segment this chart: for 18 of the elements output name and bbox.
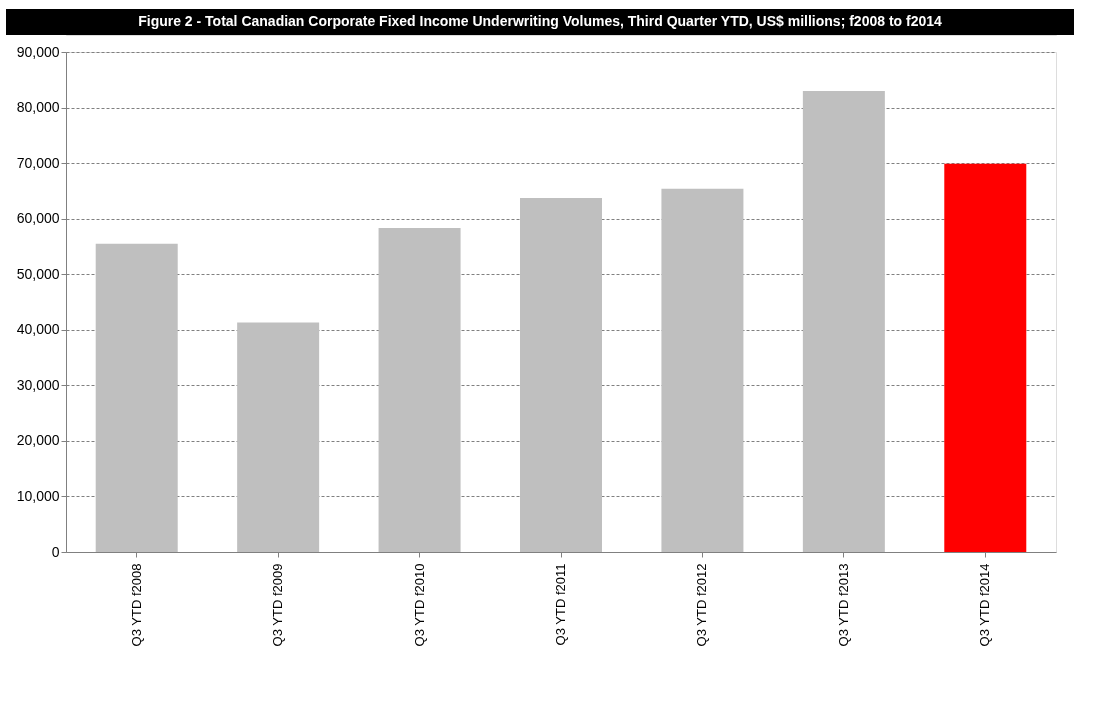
y-tick-label: 40,000 — [16, 321, 60, 338]
y-tick-label: 30,000 — [16, 376, 60, 393]
x-tick-label: Q3 YTD f2008 — [128, 563, 144, 647]
y-tick-label: 20,000 — [16, 432, 60, 449]
y-tick-label: 60,000 — [16, 210, 60, 227]
x-tick-label: Q3 YTD f2010 — [411, 563, 427, 647]
y-tick-label: 10,000 — [16, 487, 60, 504]
x-tick-label: Q3 YTD f2012 — [694, 563, 710, 647]
chart-title: Figure 2 - Total Canadian Corporate Fixed Income Underwriting Volumes, Third Quarter YTD, US$ millions; f2008 to f2014 — [138, 13, 943, 29]
y-tick-label: 90,000 — [16, 43, 60, 60]
x-tick-label: Q3 YTD f2011 — [553, 563, 568, 646]
x-tick-label: Q3 YTD f2014 — [977, 563, 993, 647]
x-tick-label: Q3 YTD f2013 — [835, 563, 851, 647]
y-tick-label: 0 — [51, 543, 60, 560]
x-tick-label: Q3 YTD f2009 — [270, 563, 286, 647]
y-tick-label: 50,000 — [16, 265, 60, 282]
y-tick-label: 80,000 — [16, 99, 60, 116]
y-tick-label: 70,000 — [16, 154, 60, 171]
